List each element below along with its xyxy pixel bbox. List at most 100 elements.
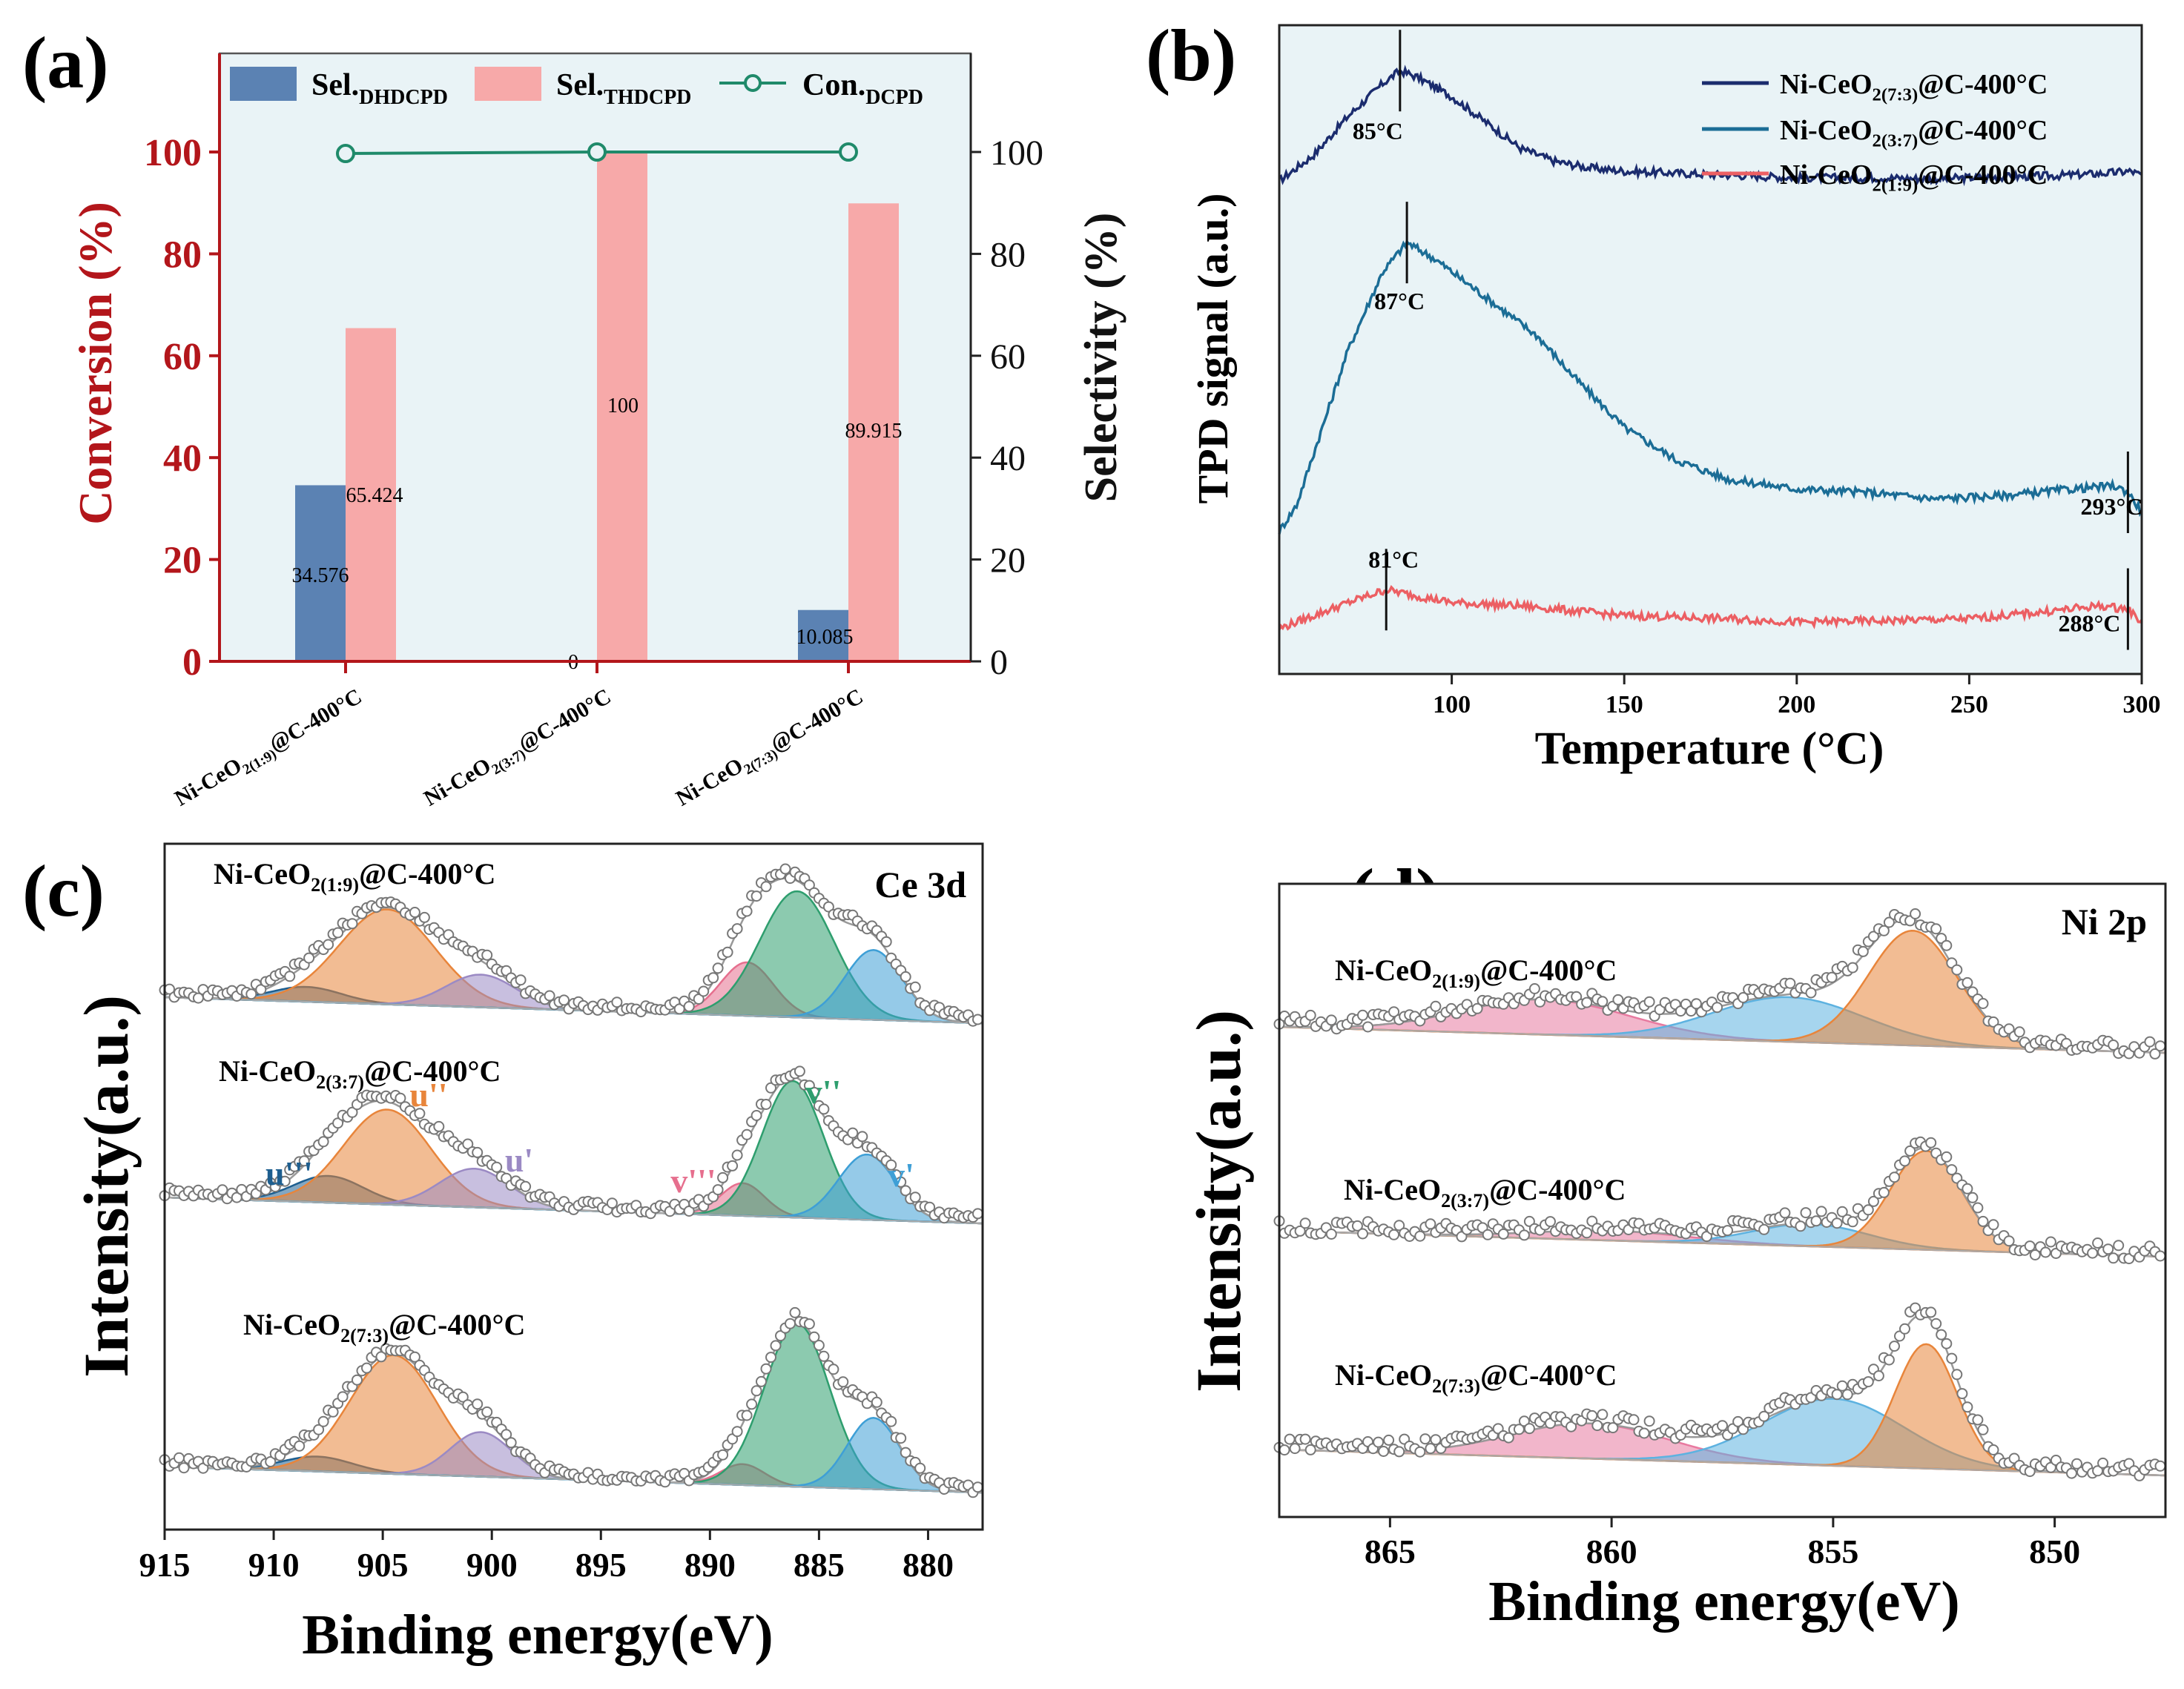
data-point	[313, 1424, 325, 1435]
data-point	[1899, 1155, 1910, 1167]
data-point	[1925, 1137, 1937, 1148]
data-point	[2087, 1247, 2099, 1259]
panel-d-xlabel: Binding energy(eV)	[1488, 1570, 1959, 1633]
legend-label-conversion: Con.DCPD	[802, 68, 923, 109]
label-thdcpd-0: 65.424	[346, 484, 403, 507]
data-point	[712, 1184, 724, 1196]
data-point	[2123, 1458, 2135, 1470]
data-point	[741, 1128, 753, 1140]
data-point	[717, 1449, 729, 1461]
panel-c-frame	[163, 842, 984, 1531]
right-tick-label-4: 80	[990, 235, 1026, 274]
c-spectra-sample-name-1: Ni-CeO2(3:7)@C-400°C	[219, 1054, 501, 1093]
data-point	[462, 1138, 474, 1150]
data-point	[785, 1318, 796, 1329]
data-point	[914, 1462, 926, 1474]
data-point	[2092, 1465, 2104, 1477]
label-thdcpd-2: 89.915	[845, 420, 903, 443]
data-point	[837, 1376, 849, 1388]
data-point	[1581, 996, 1593, 1008]
data-point	[693, 994, 705, 1005]
b-x-tick-label-2: 200	[1778, 691, 1815, 718]
data-point	[1867, 1195, 1879, 1207]
data-point	[1279, 1444, 1290, 1456]
data-point	[775, 1330, 786, 1342]
data-point	[2149, 1048, 2161, 1060]
data-point	[1304, 1444, 1316, 1455]
panel-b-chart: 85°C 87°C 293°C 81°C 288°C 100 150 200 250 300 N…	[1189, 24, 2161, 774]
data-point	[880, 936, 892, 948]
data-point	[1430, 1000, 1442, 1012]
raw-data-0	[1273, 908, 2166, 1060]
data-point	[2045, 1236, 2056, 1248]
left-tick-label-0: 0	[182, 641, 202, 684]
data-point	[779, 863, 791, 875]
data-point	[722, 946, 733, 958]
data-point	[698, 985, 710, 997]
data-point	[731, 1426, 743, 1438]
data-point	[2024, 1466, 2036, 1478]
data-point	[1373, 1436, 1385, 1448]
data-point	[1388, 1006, 1400, 1018]
d-x-tick-label-1: 860	[1586, 1533, 1637, 1570]
data-point	[501, 1429, 512, 1441]
d-x-tick-label-0: 865	[1365, 1533, 1416, 1570]
data-point	[337, 1391, 349, 1403]
data-point	[515, 974, 527, 986]
data-point	[727, 1160, 739, 1171]
data-point	[505, 1437, 517, 1449]
data-point	[1930, 923, 1942, 935]
data-point	[760, 881, 772, 893]
data-point	[1946, 1352, 1958, 1364]
data-point	[1425, 1218, 1436, 1230]
c-x-tick-label-4: 895	[575, 1546, 627, 1584]
data-point	[1430, 1434, 1442, 1446]
data-point	[1518, 1415, 1530, 1427]
data-point	[1700, 1231, 1712, 1243]
data-point	[2097, 1457, 2109, 1469]
data-point	[1284, 1433, 1296, 1445]
panel-b-legend: Ni-CeO2(7:3)@C-400°C Ni-CeO2(3:7)@C-400°C…	[1702, 69, 2048, 196]
data-point	[765, 1352, 776, 1364]
panel-d-chart: 865 860 855 850 Ni-CeO2(1:9)@C-400°C Ni-CeO2…	[1183, 882, 2167, 1633]
data-point	[1810, 1215, 1822, 1227]
bar-dhdcpd-2	[798, 609, 848, 661]
data-point	[1977, 1424, 1989, 1435]
data-point	[217, 1184, 228, 1196]
data-point	[1936, 1329, 1947, 1341]
data-point	[1987, 1016, 1999, 1028]
panel-c-chart: 915 910 905 900 895 890 885 880 Ni-CeO2(1:9)@C-…	[70, 842, 984, 1666]
baseline-2	[1279, 1449, 2166, 1476]
data-point	[1941, 939, 1953, 951]
data-point	[2050, 1248, 2062, 1259]
data-point	[1482, 1229, 1494, 1240]
d-x-tick-label-2: 855	[1807, 1533, 1858, 1570]
data-point	[808, 1331, 820, 1343]
conversion-point-1	[587, 142, 607, 162]
legend-label-dhdcpd: Sel.DHDCPD	[311, 68, 448, 109]
data-point	[409, 907, 420, 918]
data-point	[822, 901, 834, 913]
data-point	[361, 1362, 372, 1374]
data-point	[712, 962, 724, 974]
data-point	[871, 1396, 882, 1408]
d-x-tick-label-3: 850	[2029, 1533, 2080, 1570]
raw-data-1	[159, 1065, 983, 1224]
data-point	[1325, 1014, 1337, 1026]
data-point	[707, 972, 719, 984]
left-tick-label-2: 40	[163, 437, 202, 480]
data-point	[1831, 1217, 1843, 1229]
d-spectra-sample-name-2: Ni-CeO2(7:3)@C-400°C	[1335, 1358, 1617, 1397]
data-point	[765, 1082, 776, 1094]
data-point	[1545, 1216, 1556, 1228]
data-point	[1847, 1216, 1858, 1228]
c-peak-label-1: u''	[409, 1076, 447, 1114]
data-point	[1722, 1225, 1733, 1237]
data-point	[1738, 992, 1749, 1003]
tpd-series-2	[1278, 584, 2143, 631]
data-point	[1987, 1219, 1999, 1231]
data-point	[895, 1432, 907, 1444]
data-point	[1325, 1229, 1337, 1240]
data-point	[1847, 962, 1858, 974]
data-point	[770, 1340, 782, 1352]
